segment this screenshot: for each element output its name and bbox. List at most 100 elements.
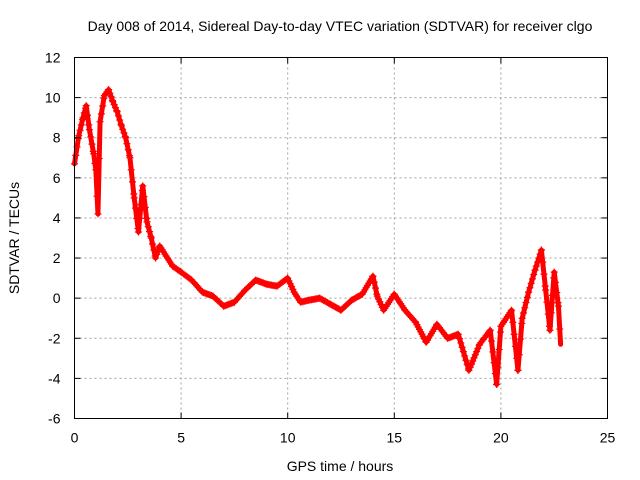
data-point bbox=[467, 360, 475, 368]
data-point bbox=[490, 359, 498, 367]
data-point bbox=[90, 150, 98, 158]
data-point bbox=[509, 318, 517, 326]
data-point bbox=[114, 112, 122, 120]
data-point bbox=[523, 293, 531, 301]
data-point bbox=[527, 279, 535, 287]
data-point bbox=[542, 286, 550, 294]
data-point bbox=[137, 200, 145, 208]
y-tick-label: 2 bbox=[53, 250, 61, 266]
data-point bbox=[531, 266, 539, 274]
data-point bbox=[152, 254, 160, 262]
series-trace bbox=[72, 87, 564, 387]
data-point bbox=[556, 325, 564, 333]
data-point bbox=[88, 140, 96, 148]
data-point bbox=[491, 370, 499, 378]
data-point bbox=[526, 284, 534, 292]
data-point bbox=[466, 363, 474, 371]
data-point bbox=[116, 116, 124, 124]
data-point bbox=[465, 366, 473, 374]
x-tick-label: 5 bbox=[177, 430, 185, 446]
data-point bbox=[474, 344, 482, 352]
data-point bbox=[517, 335, 525, 343]
data-point bbox=[82, 102, 90, 110]
data-point bbox=[111, 104, 119, 112]
data-point bbox=[141, 204, 149, 212]
data-point bbox=[539, 258, 547, 266]
data-point bbox=[530, 271, 538, 279]
data-point bbox=[528, 275, 536, 283]
data-point bbox=[553, 289, 561, 297]
data-point bbox=[113, 108, 121, 116]
x-tick-label: 15 bbox=[387, 430, 403, 446]
data-point bbox=[540, 270, 548, 278]
x-axis-label: GPS time / hours bbox=[287, 458, 394, 474]
data-point bbox=[514, 366, 522, 374]
data-point bbox=[518, 314, 526, 322]
data-point bbox=[544, 310, 552, 318]
data-point bbox=[535, 254, 543, 262]
data-point bbox=[537, 246, 545, 254]
data-point bbox=[105, 86, 113, 94]
data-point bbox=[515, 351, 523, 359]
grid-lines bbox=[74, 57, 608, 419]
x-tick-label: 25 bbox=[600, 430, 616, 446]
data-point bbox=[76, 126, 84, 134]
data-point bbox=[551, 278, 559, 286]
data-points bbox=[71, 86, 564, 388]
data-point bbox=[525, 288, 533, 296]
data-point bbox=[519, 309, 527, 317]
data-point bbox=[119, 125, 127, 133]
data-point bbox=[146, 228, 154, 236]
data-point bbox=[110, 101, 118, 109]
data-point bbox=[91, 159, 99, 167]
data-point bbox=[489, 348, 497, 356]
data-point bbox=[92, 166, 100, 174]
data-point bbox=[77, 121, 85, 129]
y-tick-label: 4 bbox=[53, 210, 61, 226]
y-tick-label: -2 bbox=[48, 330, 61, 346]
y-tick-label: 12 bbox=[45, 50, 61, 66]
y-tick-label: 8 bbox=[53, 130, 61, 146]
data-point bbox=[532, 262, 540, 270]
x-tick-label: 20 bbox=[493, 430, 509, 446]
data-point bbox=[521, 304, 529, 312]
data-point bbox=[128, 178, 136, 186]
data-point bbox=[543, 298, 551, 306]
plot-frame bbox=[74, 57, 608, 419]
data-point bbox=[126, 154, 134, 162]
data-point bbox=[94, 210, 102, 218]
data-point bbox=[150, 246, 158, 254]
data-point bbox=[547, 309, 555, 317]
data-point bbox=[79, 114, 87, 122]
data-point bbox=[494, 363, 502, 371]
data-point bbox=[120, 129, 128, 137]
data-point bbox=[123, 140, 131, 148]
data-point bbox=[513, 354, 521, 362]
data-point bbox=[144, 223, 152, 231]
data-point bbox=[488, 337, 496, 345]
data-point bbox=[122, 134, 130, 142]
data-point bbox=[140, 193, 148, 201]
data-point bbox=[510, 330, 518, 338]
data-point bbox=[369, 272, 377, 280]
data-point bbox=[458, 343, 466, 351]
y-axis-label: SDTVAR / TECUs bbox=[6, 182, 22, 294]
data-point bbox=[109, 98, 117, 106]
data-point bbox=[127, 166, 135, 174]
data-point bbox=[522, 299, 530, 307]
data-point bbox=[136, 214, 144, 222]
data-point bbox=[471, 351, 479, 359]
data-point bbox=[469, 357, 477, 365]
data-point bbox=[536, 250, 544, 258]
data-point bbox=[99, 102, 107, 110]
y-tick-label: 6 bbox=[53, 170, 61, 186]
data-point bbox=[131, 204, 139, 212]
data-point bbox=[147, 234, 155, 242]
data-point bbox=[325, 299, 333, 307]
data-point bbox=[153, 250, 161, 258]
data-point bbox=[508, 306, 516, 314]
data-point bbox=[106, 89, 114, 97]
y-tick-label: -6 bbox=[48, 411, 61, 427]
data-point bbox=[554, 302, 562, 310]
